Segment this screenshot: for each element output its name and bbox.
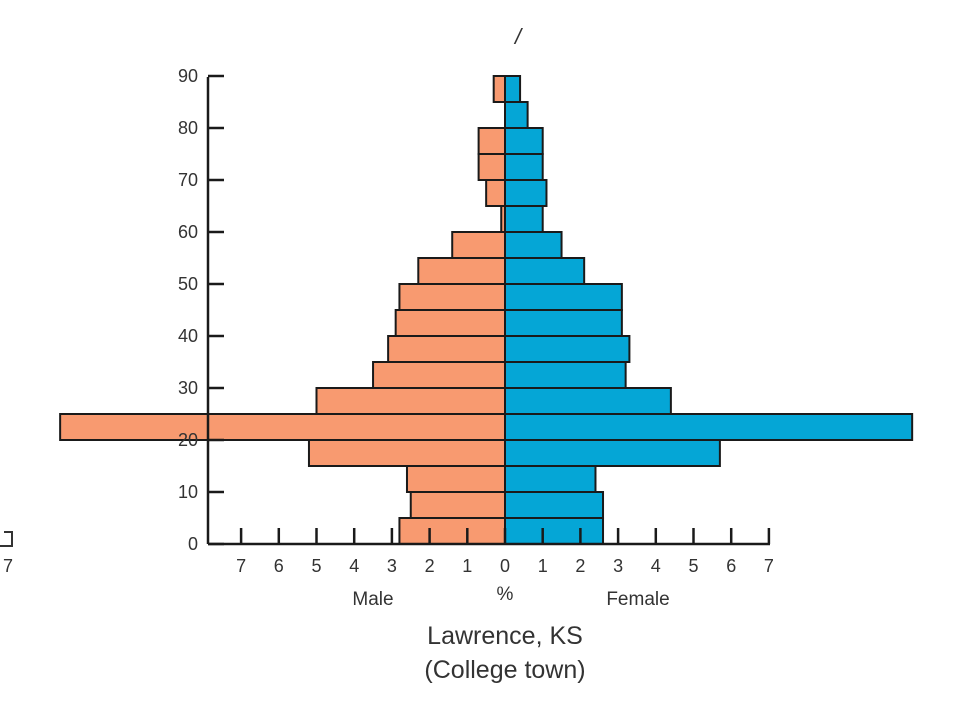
female-bar-85-89 [504, 75, 522, 103]
y-tick-label: 70 [178, 170, 198, 190]
y-tick-label: 80 [178, 118, 198, 138]
stray-bracket-icon [0, 531, 13, 547]
male-bar-10-14 [405, 465, 507, 493]
stray-left-digit: 7 [3, 556, 13, 576]
y-tick-label: 0 [188, 534, 198, 554]
male-bar-5-9 [409, 491, 506, 519]
y-tick-label: 90 [178, 66, 198, 86]
female-bar-35-39 [504, 335, 631, 363]
female-bars [504, 75, 914, 545]
y-tick-label: 10 [178, 482, 198, 502]
x-tick-label-female: 6 [726, 556, 736, 576]
y-tick-label: 30 [178, 378, 198, 398]
female-bar-15-19 [504, 439, 721, 467]
female-bar-65-69 [504, 179, 548, 207]
female-bar-20-24 [504, 413, 914, 441]
male-bar-0-4 [398, 517, 506, 545]
x-tick-label-female: 7 [764, 556, 774, 576]
female-label: Female [606, 589, 669, 610]
y-tick-label: 40 [178, 326, 198, 346]
x-tick-label-male: 4 [349, 556, 359, 576]
x-axis-ticks: 7 6 5 4 3 2 1 0 1 2 3 4 5 6 7 [236, 528, 774, 576]
y-tick-label: 50 [178, 274, 198, 294]
chart-title: Lawrence, KS [427, 622, 583, 650]
male-bar-25-29 [315, 387, 506, 415]
male-bar-40-44 [394, 309, 507, 337]
female-bar-25-29 [504, 387, 672, 415]
x-tick-label-male: 6 [274, 556, 284, 576]
female-bar-5-9 [504, 491, 605, 519]
female-bar-55-59 [504, 231, 563, 259]
female-bar-50-54 [504, 257, 586, 285]
stray-top-mark: / [513, 24, 523, 49]
x-tick-label-female: 3 [613, 556, 623, 576]
x-tick-label-female: 2 [575, 556, 585, 576]
x-tick-label-female: 0 [500, 556, 510, 576]
x-axis-title: % [497, 584, 514, 605]
male-bar-15-19 [307, 439, 506, 467]
male-bar-65-69 [485, 179, 506, 207]
x-tick-label-female: 4 [651, 556, 661, 576]
male-bar-45-49 [398, 283, 506, 311]
y-tick-label: 60 [178, 222, 198, 242]
male-bars [59, 75, 507, 545]
female-bar-70-74 [504, 153, 544, 181]
female-bar-10-14 [504, 465, 597, 493]
male-label: Male [352, 589, 393, 610]
male-bar-35-39 [387, 335, 507, 363]
male-bar-75-79 [477, 127, 506, 155]
female-bar-80-84 [504, 101, 529, 129]
y-tick-label: 20 [178, 430, 198, 450]
male-bar-50-54 [417, 257, 507, 285]
male-bar-20-24 [59, 413, 506, 441]
male-bar-85-89 [492, 75, 507, 103]
female-bar-40-44 [504, 309, 623, 337]
female-bar-75-79 [504, 127, 544, 155]
female-bar-60-64 [504, 205, 544, 233]
female-bar-45-49 [504, 283, 623, 311]
chart-subtitle: (College town) [424, 656, 585, 684]
x-tick-label-female: 5 [688, 556, 698, 576]
y-axis-ticks: 0 10 20 30 40 50 60 70 80 90 [178, 66, 224, 554]
x-tick-label-male: 1 [462, 556, 472, 576]
x-tick-label-male: 7 [236, 556, 246, 576]
x-tick-label-male: 3 [387, 556, 397, 576]
female-bar-30-34 [504, 361, 627, 389]
x-tick-label-male: 2 [425, 556, 435, 576]
female-bar-0-4 [504, 517, 605, 545]
x-tick-label-female: 1 [538, 556, 548, 576]
male-bar-70-74 [477, 153, 506, 181]
male-bar-55-59 [451, 231, 506, 259]
male-bar-30-34 [372, 361, 506, 389]
x-tick-label-male: 5 [311, 556, 321, 576]
